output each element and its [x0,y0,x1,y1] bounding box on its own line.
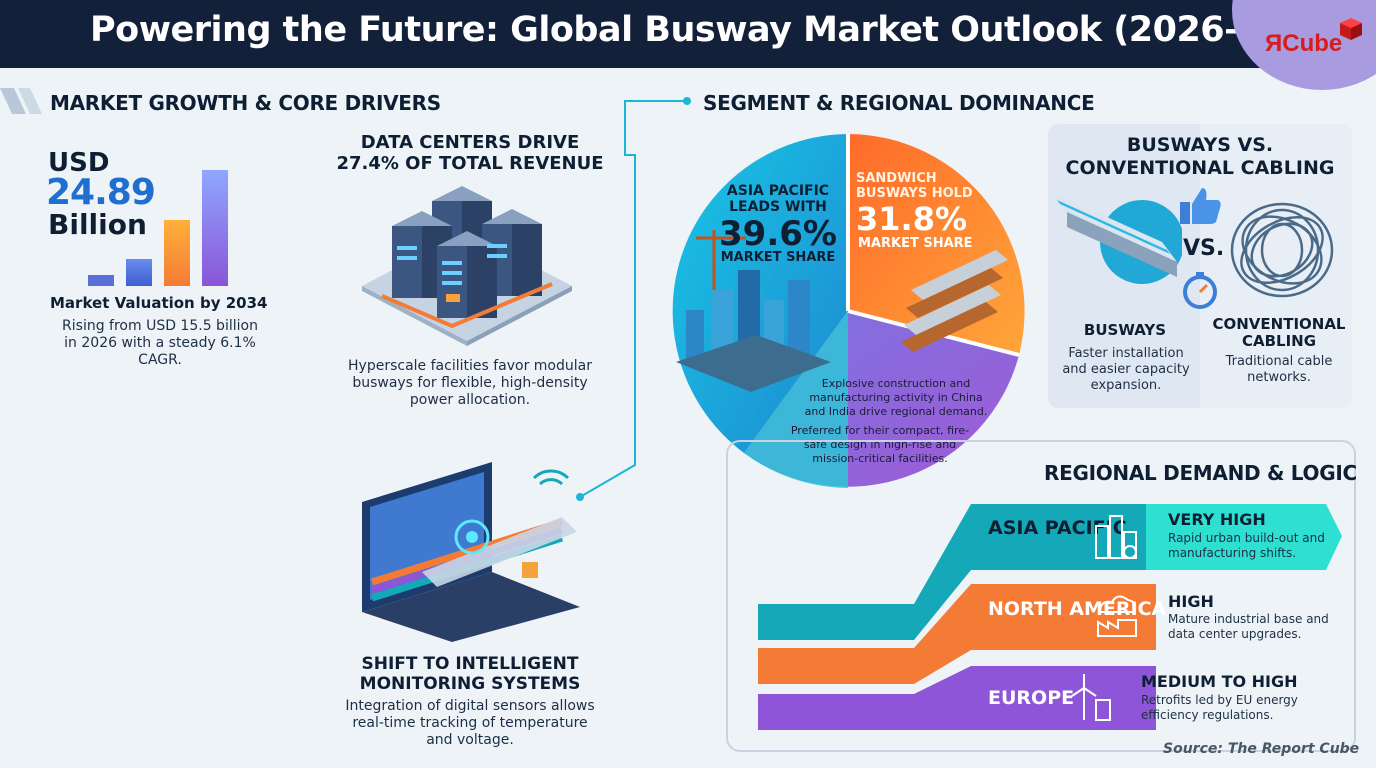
regional-frame [726,440,1356,752]
server-rack-icon [362,186,572,346]
asia-share-label: MARKET SHARE [720,250,836,265]
header-bar [0,0,1376,68]
connector-line [576,97,691,501]
busways-heading: BUSWAYS [1083,321,1167,339]
growth-bar [202,170,228,286]
segment-section-title: SEGMENT & REGIONAL DOMINANCE [703,91,1095,115]
growth-section-title: MARKET GROWTH & CORE DRIVERS [50,91,441,115]
sandwich-share-label: MARKET SHARE [858,236,973,251]
region-desc-europe: Retrofits led by EU energy efficiency re… [1141,693,1298,722]
busway-icon [1052,192,1182,284]
busbar-icon [901,250,1008,352]
section-stripes-icon [0,88,42,114]
asia-lead-label: ASIA PACIFIC LEADS WITH [726,183,830,215]
region-name-north-america: NORTH AMERICA [988,598,1167,620]
segment-pie-graphic [672,134,1025,488]
region-desc-north-america: Mature industrial base and data center u… [1168,612,1329,641]
stopwatch-icon [1183,272,1217,309]
tangled-cable-icon [1230,202,1334,298]
page-title: Powering the Future: Global Busway Marke… [90,10,1353,50]
growth-bar [164,220,190,286]
cabling-heading: CONVENTIONAL CABLING [1212,315,1346,350]
cabling-desc: Traditional cable networks. [1225,354,1333,385]
currency-label: USD [48,148,110,178]
growth-bars-graphic [88,170,228,286]
valuation-desc: Rising from USD 15.5 billion in 2026 wit… [62,318,258,368]
cube-icon [1340,18,1362,40]
comparison-panel-right [1200,124,1352,408]
monitoring-desc: Integration of digital sensors allows re… [345,698,595,748]
logo-text: ЯCube [1265,30,1343,57]
intelligent-monitoring-icon [362,462,580,642]
source-credit: Source: The Report Cube [1163,741,1360,757]
region-level-asia: VERY HIGH [1168,510,1266,529]
level-tag-asia [1146,504,1342,570]
region-desc-asia: Rapid urban build-out and manufacturing … [1168,531,1325,560]
datacenter-desc: Hyperscale facilities favor modular busw… [348,358,592,408]
growth-bar [88,275,114,286]
region-level-europe: MEDIUM TO HIGH [1141,672,1298,691]
thumbs-up-icon [1180,188,1221,224]
flow-band-europe [758,694,914,730]
wind-turbine-icon [1071,674,1111,721]
region-name-asia: ASIA PACIFIC [988,517,1127,539]
growth-bar [126,259,152,286]
asia-note: Explosive construction and manufacturing… [804,377,988,418]
region-name-europe: EUROPE [988,687,1075,709]
city-buildings-icon [1095,515,1137,559]
datacenter-title: DATA CENTERS DRIVE 27.4% OF TOTAL REVENU… [336,132,604,174]
flow-band-north-america [758,648,914,684]
valuation-title: Market Valuation by 2034 [50,294,268,312]
busways-desc: Faster installation and easier capacity … [1062,346,1190,393]
comparison-title: BUSWAYS VS. CONVENTIONAL CABLING [1065,134,1335,179]
flow-band-asia [758,604,914,640]
monitoring-title: SHIFT TO INTELLIGENT MONITORING SYSTEMS [359,654,581,694]
market-value-unit: Billion [48,208,147,241]
asia-percent: 39.6% [719,214,837,254]
sandwich-percent: 31.8% [856,200,968,238]
region-level-north-america: HIGH [1168,592,1214,611]
city-icon [676,230,831,392]
factory-cloud-icon [1097,595,1137,637]
regional-section-title: REGIONAL DEMAND & LOGIC [1044,461,1357,485]
market-value: 24.89 [46,172,156,213]
sandwich-lead-label: SANDWICH BUSWAYS HOLD [856,171,973,201]
vs-label: VS. [1183,236,1225,261]
